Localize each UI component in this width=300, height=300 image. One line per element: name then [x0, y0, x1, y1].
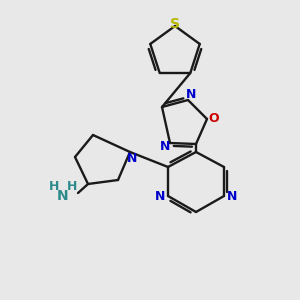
Text: N: N [57, 189, 69, 203]
Text: O: O [209, 112, 219, 124]
Text: H: H [49, 181, 59, 194]
Text: N: N [227, 190, 237, 202]
Text: H: H [67, 181, 77, 194]
Text: S: S [170, 17, 180, 31]
Text: N: N [186, 88, 196, 101]
Text: N: N [155, 190, 165, 202]
Text: N: N [160, 140, 170, 154]
Text: N: N [127, 152, 137, 166]
